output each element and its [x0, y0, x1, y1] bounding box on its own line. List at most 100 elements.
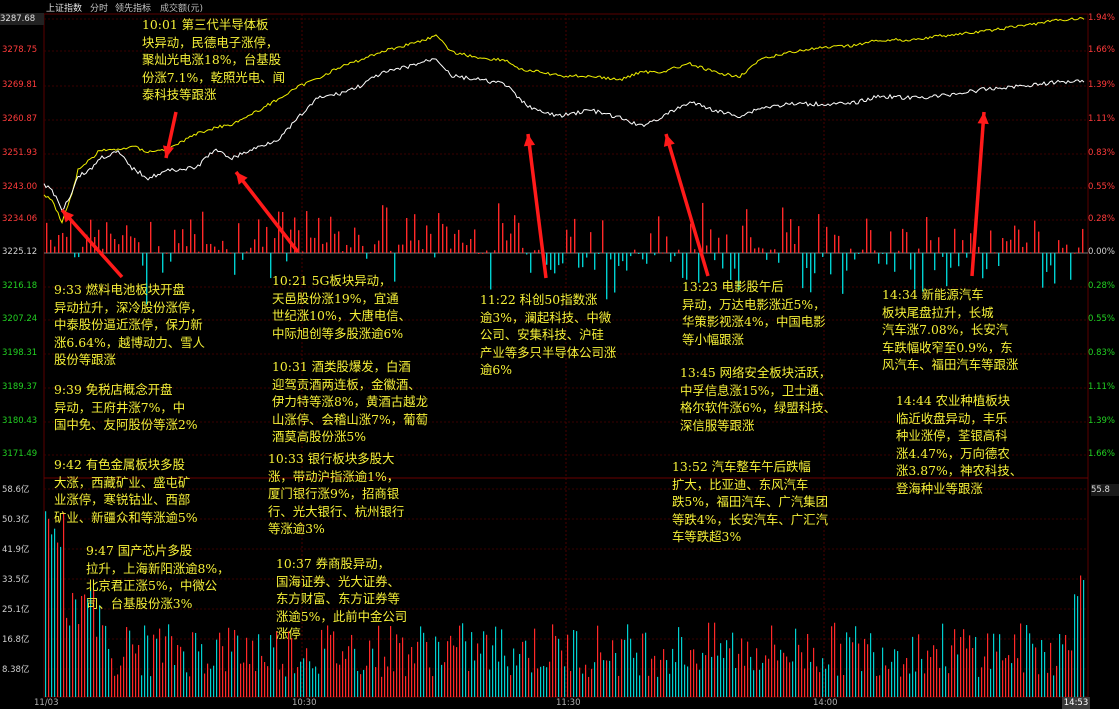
volume-bar: [372, 648, 374, 697]
volume-bar: [906, 657, 908, 697]
annotation-arrows: [60, 111, 989, 279]
volume-bar: [975, 636, 977, 697]
time-axis-label: 14:00: [813, 698, 838, 708]
indicator-bar: [298, 230, 300, 253]
indicator-bar: [422, 249, 424, 253]
indicator-bar: [446, 226, 448, 253]
volume-bar: [1056, 665, 1058, 697]
volume-bar: [225, 671, 227, 697]
volume-bar: [912, 636, 914, 697]
volume-bar: [1062, 644, 1064, 697]
tab-leading-indicator[interactable]: 领先指标: [115, 4, 152, 14]
volume-bar: [318, 673, 320, 697]
indicator-bar: [398, 244, 400, 253]
indicator-bar: [402, 244, 404, 253]
indicator-bar: [1034, 220, 1036, 253]
volume-bar: [846, 632, 848, 697]
volume-bar: [237, 635, 239, 697]
volume-bar: [891, 661, 893, 697]
volume-bar: [969, 635, 971, 697]
volume-bar: [99, 605, 101, 697]
indicator-bar: [818, 214, 820, 253]
volume-bar: [141, 675, 143, 697]
indicator-bar: [82, 246, 84, 253]
volume-bar: [120, 665, 122, 697]
volume-bar: [480, 653, 482, 697]
volume-bar: [60, 546, 62, 697]
volume-bar: [1014, 634, 1016, 697]
indicator-bar: [578, 253, 580, 268]
indicator-bar: [482, 252, 484, 254]
volume-bar: [711, 656, 713, 697]
volume-bar: [366, 665, 368, 697]
indicator-bar: [518, 222, 520, 253]
volume-bar: [567, 634, 569, 697]
volume-bar: [135, 653, 137, 697]
indicator-bar: [366, 253, 368, 259]
volume-bar: [882, 647, 884, 697]
volume-bar: [1068, 650, 1070, 697]
indicator-bar: [646, 253, 648, 264]
volume-bar: [561, 650, 563, 697]
indicator-bar: [214, 246, 216, 253]
indicator-bar: [114, 239, 116, 253]
indicator-bar: [806, 253, 808, 269]
volume-bar: [756, 648, 758, 697]
volume-bar: [162, 662, 164, 697]
percent-axis-label: 0.83%: [1088, 348, 1116, 358]
volume-bar: [300, 661, 302, 697]
indicator-bar: [862, 249, 864, 253]
volume-bar: [441, 664, 443, 697]
arrow-line: [60, 208, 124, 279]
volume-bar: [294, 673, 296, 697]
volume-bar: [1050, 642, 1052, 697]
volume-bar: [426, 641, 428, 697]
volume-bar: [504, 655, 506, 697]
price-axis-label: 3189.37: [2, 382, 38, 392]
volume-bar: [903, 664, 905, 697]
volume-bar: [456, 647, 458, 697]
indicator-bar: [674, 253, 676, 257]
indicator-bar: [1070, 253, 1072, 280]
volume-bar: [696, 663, 698, 697]
indicator-bar: [190, 219, 192, 253]
volume-bar: [594, 662, 596, 697]
volume-bar: [324, 648, 326, 697]
volume-bar: [423, 632, 425, 697]
indicator-bar: [498, 203, 500, 253]
volume-bar: [537, 668, 539, 697]
volume-bar: [1038, 674, 1040, 697]
volume-bar: [783, 652, 785, 697]
volume-bar: [1065, 635, 1067, 697]
indicator-bar: [250, 247, 252, 253]
tab-turnover[interactable]: 成交额(元): [160, 4, 204, 14]
indicator-bar: [854, 253, 856, 260]
volume-bar: [612, 640, 614, 697]
indicator-bar: [170, 253, 172, 262]
volume-bar: [909, 673, 911, 697]
volume-bar: [780, 649, 782, 697]
volume-bar: [960, 637, 962, 697]
indicator-bar: [330, 216, 332, 253]
volume-bar: [978, 676, 980, 697]
volume-bar: [69, 625, 71, 697]
volume-bar: [465, 641, 467, 697]
volume-bar: [282, 663, 284, 697]
volume-bar: [582, 673, 584, 697]
volume-bar: [477, 643, 479, 697]
indicator-bar: [58, 235, 60, 253]
tab-shanghai-index[interactable]: 上证指数: [46, 4, 83, 14]
volume-bar: [573, 629, 575, 697]
volume-bar: [570, 671, 572, 697]
indicator-bar: [990, 230, 992, 253]
volume-bar: [618, 675, 620, 697]
indicator-bar: [310, 237, 312, 253]
indicator-bar: [270, 253, 272, 279]
volume-bar: [330, 634, 332, 697]
tab-timeshare[interactable]: 分时: [90, 4, 109, 14]
volume-bar: [522, 641, 524, 697]
volume-bar: [66, 617, 68, 697]
volume-bar: [810, 661, 812, 697]
volume-bar: [411, 646, 413, 697]
